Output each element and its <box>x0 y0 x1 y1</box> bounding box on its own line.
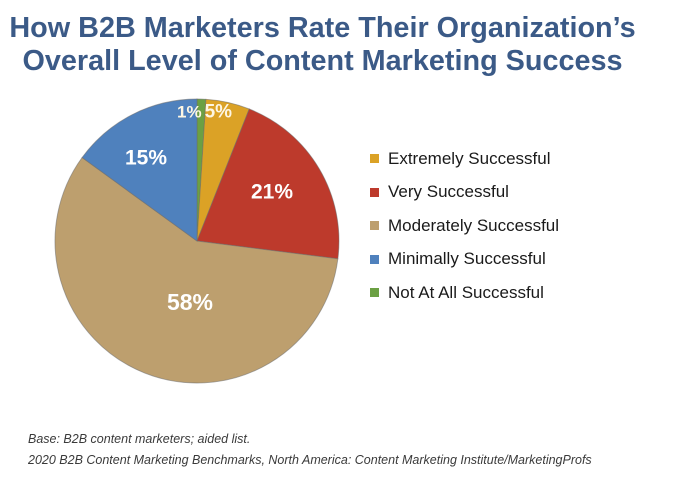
svg-text:5%: 5% <box>205 102 233 123</box>
svg-text:58%: 58% <box>167 289 213 315</box>
svg-text:15%: 15% <box>125 147 167 170</box>
svg-text:21%: 21% <box>251 181 293 204</box>
svg-text:1%: 1% <box>177 103 202 122</box>
